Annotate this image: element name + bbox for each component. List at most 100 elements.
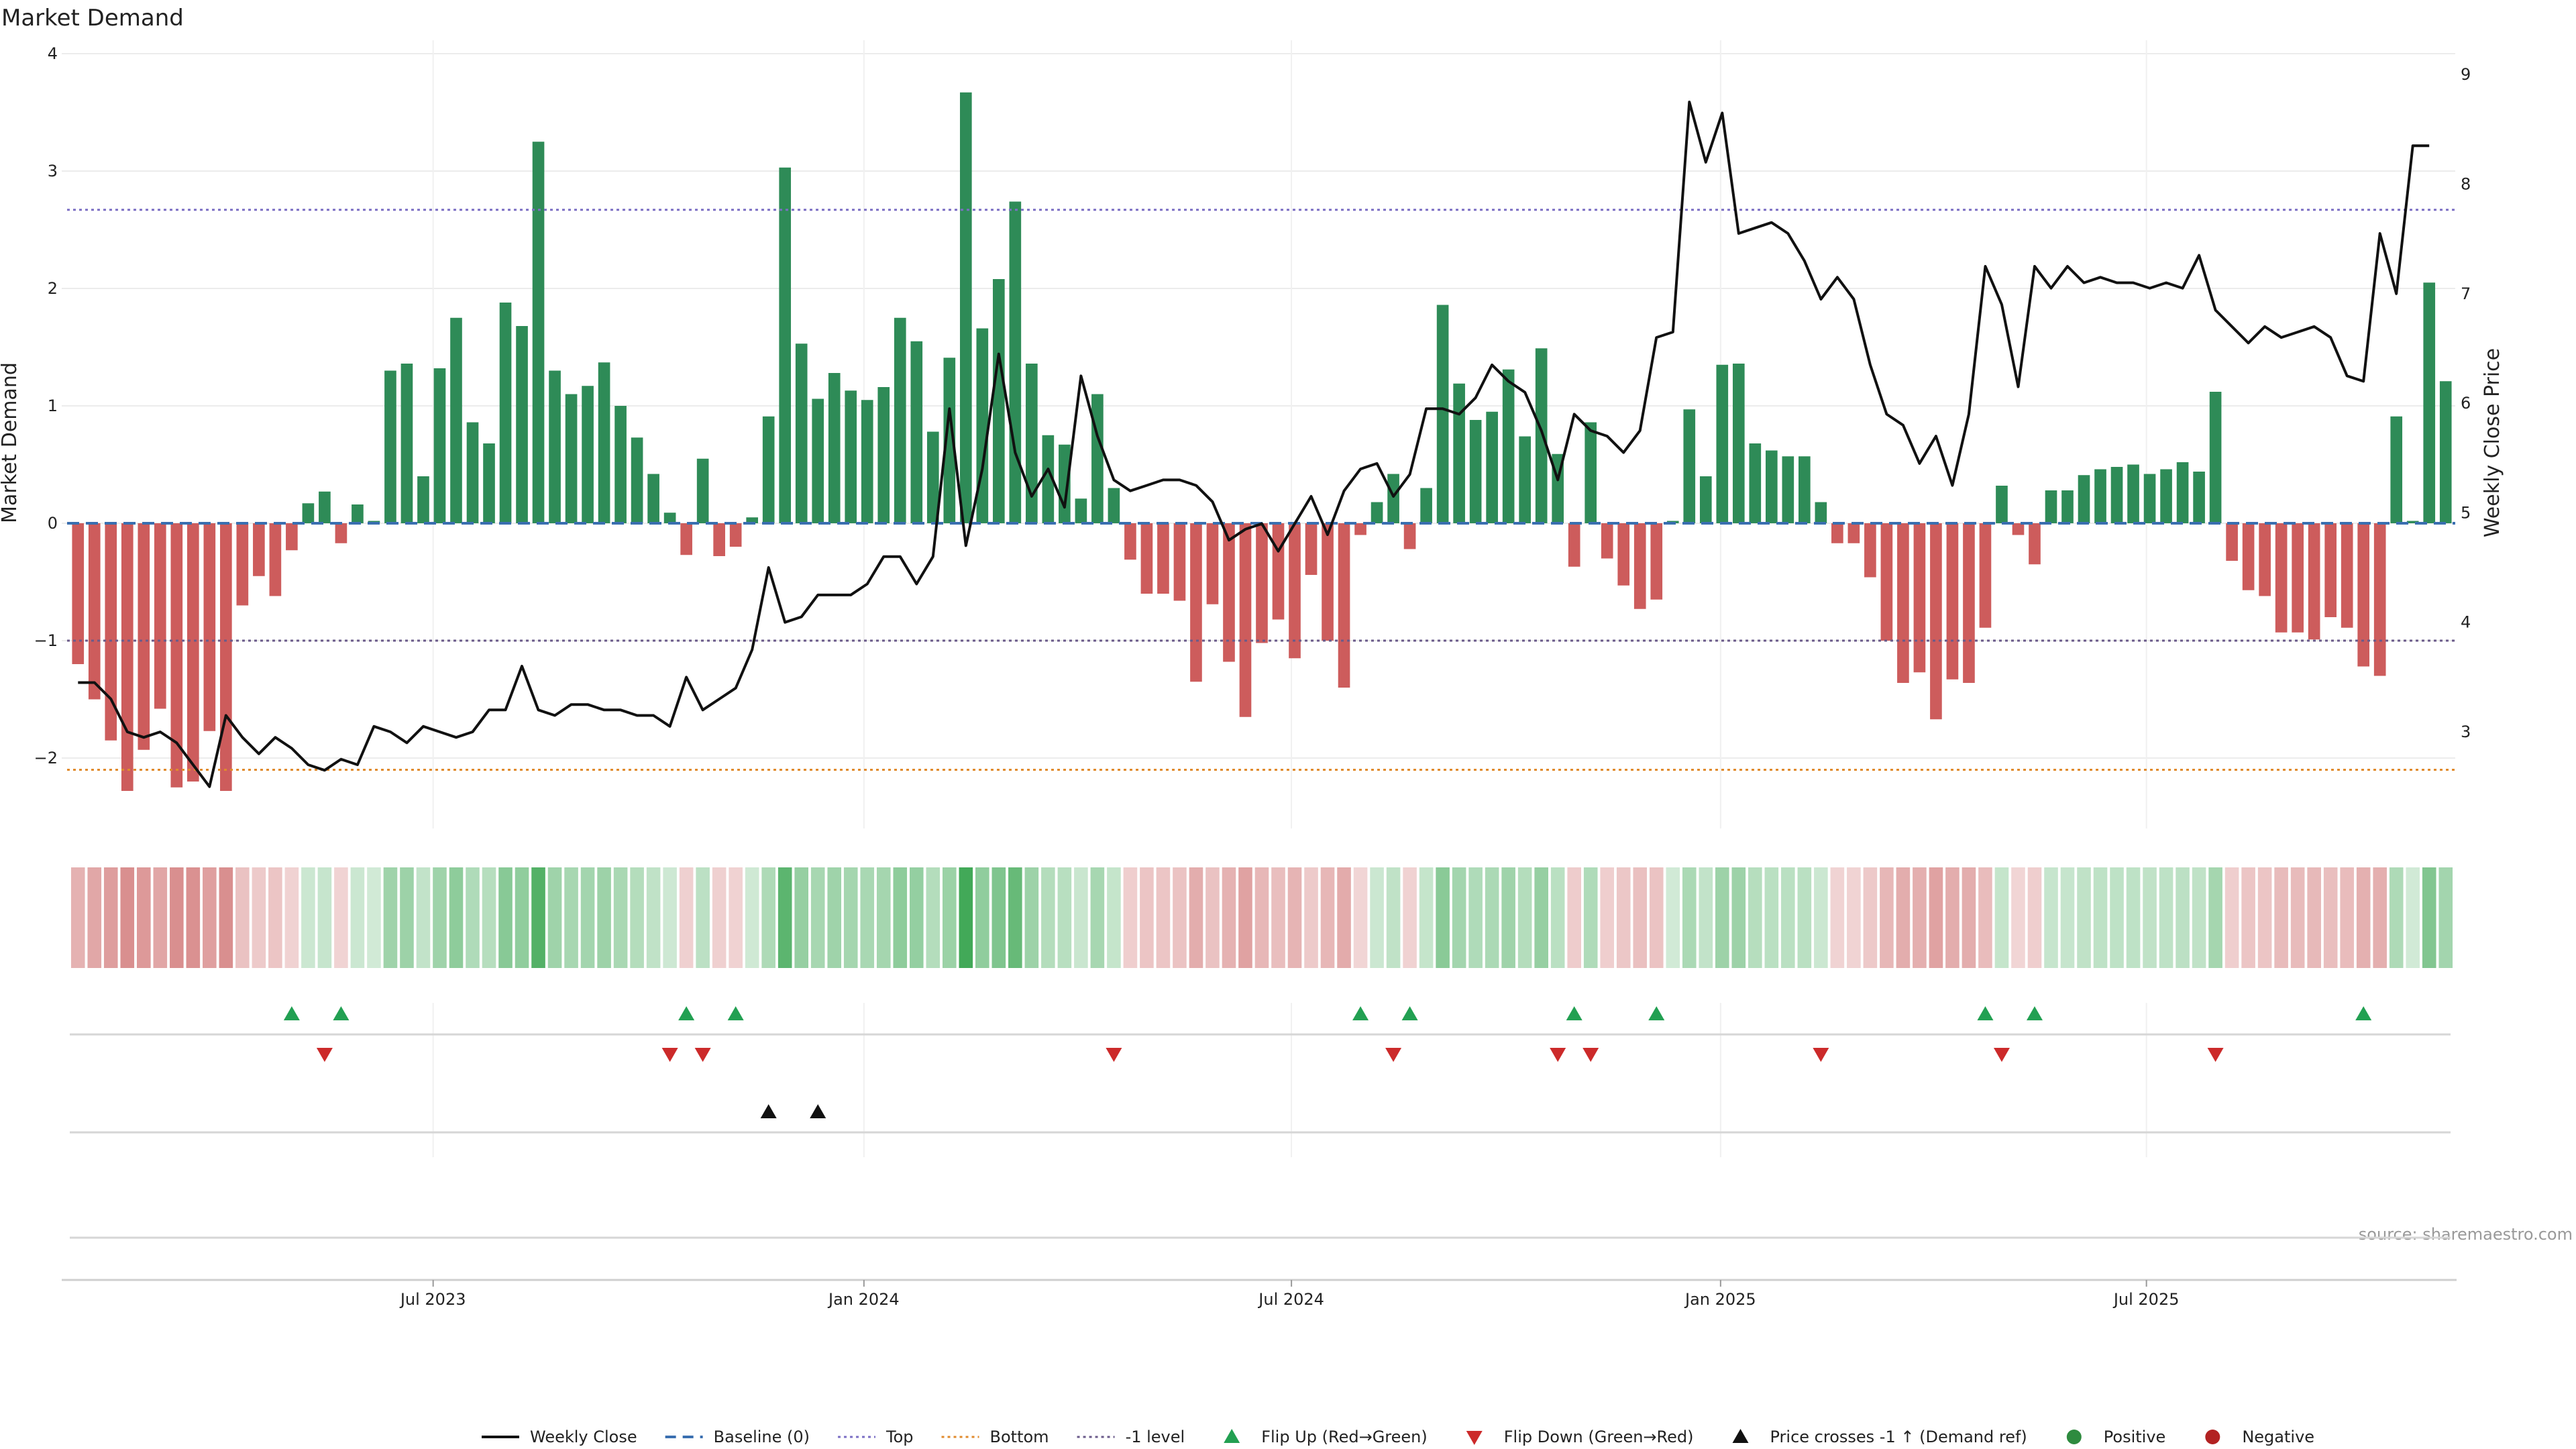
legend-label: Weekly Close: [530, 1428, 637, 1446]
heat-cell: [2406, 867, 2420, 968]
heat-cell: [482, 867, 496, 968]
demand-bar: [450, 317, 462, 523]
heat-cell: [1748, 867, 1762, 968]
y-right-tick-label: 9: [2461, 65, 2471, 84]
heat-cell: [876, 867, 891, 968]
heat-cell: [745, 867, 759, 968]
demand-bar: [1354, 523, 1366, 535]
flip-down-marker: [2207, 1048, 2224, 1062]
demand-bar: [1650, 523, 1663, 600]
heat-cell: [1173, 867, 1187, 968]
heat-cell: [646, 867, 661, 968]
heat-cell: [400, 867, 414, 968]
demand-bar: [926, 431, 939, 523]
demand-bar: [1338, 523, 1350, 688]
heat-cell: [2044, 867, 2058, 968]
demand-bar: [1568, 523, 1580, 567]
heat-cell: [1254, 867, 1269, 968]
heat-cell: [2159, 867, 2174, 968]
heat-cell: [564, 867, 578, 968]
heat-cell: [1682, 867, 1697, 968]
demand-bar: [2094, 469, 2106, 523]
x-tick-label: Jul 2024: [1257, 1290, 1324, 1309]
heat-cell: [252, 867, 266, 968]
heat-cell: [2093, 867, 2108, 968]
demand-bar: [976, 328, 989, 523]
demand-bar: [532, 142, 545, 523]
demand-bar: [335, 523, 347, 543]
heat-cell: [2208, 867, 2222, 968]
demand-bar: [302, 503, 315, 523]
legend-swatch: [1466, 1431, 1483, 1445]
demand-bar: [1799, 456, 1811, 523]
heat-cell: [2323, 867, 2338, 968]
heat-cell: [1978, 867, 1992, 968]
demand-bar: [2242, 523, 2255, 590]
demand-bar: [2373, 523, 2386, 676]
demand-bar: [1272, 523, 1285, 620]
demand-bar: [1469, 420, 1482, 523]
grid-layer: [62, 40, 2457, 1281]
demand-bar: [170, 523, 183, 788]
demand-bar: [1601, 523, 1613, 559]
heat-cell: [2373, 867, 2387, 968]
heat-cell: [219, 867, 233, 968]
heat-cell: [729, 867, 743, 968]
heat-cell: [1517, 867, 1532, 968]
heat-cell: [696, 867, 710, 968]
demand-bar: [2423, 282, 2436, 523]
heat-cell: [334, 867, 348, 968]
demand-bar: [1124, 523, 1136, 560]
flip-up-marker: [727, 1006, 744, 1020]
heat-cell: [663, 867, 677, 968]
heat-cell: [1403, 867, 1417, 968]
demand-bar: [1042, 435, 1055, 523]
demand-bar: [2226, 523, 2238, 561]
demand-bar: [1996, 486, 2008, 523]
demand-bar: [1091, 394, 1104, 523]
demand-bar: [1519, 436, 1531, 523]
y-right-tick-label: 6: [2461, 394, 2471, 413]
demand-bar: [1157, 523, 1169, 594]
legend-swatch: [2066, 1430, 2082, 1444]
demand-bar: [795, 343, 808, 523]
demand-bar: [121, 523, 133, 791]
heat-cell: [186, 867, 201, 968]
heat-cell: [1534, 867, 1548, 968]
heat-cell: [1123, 867, 1138, 968]
heat-cell: [1929, 867, 1943, 968]
heat-cell: [350, 867, 365, 968]
heat-cell: [2011, 867, 2025, 968]
x-tick-label: Jul 2023: [399, 1290, 466, 1309]
demand-bar: [565, 394, 578, 523]
demand-bar: [236, 523, 249, 606]
demand-bar: [2143, 474, 2156, 523]
flip-up-marker: [1566, 1006, 1582, 1020]
heat-cell: [2224, 867, 2239, 968]
demand-bar: [1305, 523, 1318, 575]
heat-cell: [2257, 867, 2272, 968]
demand-bar: [253, 523, 265, 576]
demand-bar: [762, 416, 775, 523]
demand-bar: [105, 523, 117, 741]
demand-bar: [631, 437, 643, 523]
y-left-tick-label: 3: [48, 162, 58, 180]
heat-cell: [515, 867, 529, 968]
demand-bar: [1453, 383, 1465, 523]
heat-cell: [2126, 867, 2141, 968]
demand-bar: [1289, 523, 1301, 659]
demand-bar: [286, 523, 298, 551]
heat-cell: [1896, 867, 1911, 968]
heat-cell: [70, 867, 85, 968]
heat-cell: [1238, 867, 1252, 968]
demand-bar: [713, 523, 725, 556]
demand-bar: [1617, 523, 1630, 586]
source-note: source: sharemaestro.com: [2359, 1225, 2573, 1244]
heat-cell: [1107, 867, 1121, 968]
heat-cell: [1962, 867, 1976, 968]
weekly-close-line: [78, 101, 2430, 788]
heat-cell: [975, 867, 989, 968]
heat-cell: [926, 867, 941, 968]
heat-cell: [1156, 867, 1171, 968]
demand-bar: [352, 504, 364, 523]
